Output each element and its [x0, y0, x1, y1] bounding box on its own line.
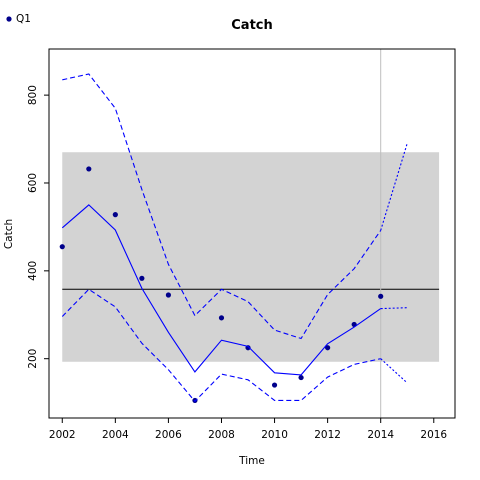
y-tick-label: 200 — [27, 349, 39, 369]
data-point — [59, 244, 65, 250]
reference-band — [62, 152, 440, 362]
series-line-dotted — [380, 358, 408, 384]
series-line-solid — [61, 204, 382, 376]
x-tick-label: 2010 — [261, 429, 288, 441]
plot-frame — [48, 48, 456, 419]
x-tick-label: 2002 — [49, 429, 76, 441]
series-line-dashed — [61, 288, 381, 403]
x-axis-label: Time — [238, 455, 265, 467]
data-point — [271, 382, 278, 388]
x-tick-label: 2004 — [102, 429, 129, 441]
series-line-dotted — [380, 143, 408, 231]
legend-label-q1: Q1 — [16, 13, 31, 25]
legend-marker-q1 — [6, 16, 12, 22]
data-point — [112, 212, 118, 218]
axes-layer: 2002 2004 2006 2008 2010 2012 2014 2016 200 400 60… — [27, 85, 447, 441]
y-tick-label: 600 — [27, 173, 39, 193]
y-tick-label: 400 — [27, 261, 39, 281]
data-point — [325, 345, 331, 351]
legend: Q1 — [6, 13, 31, 25]
data-point — [192, 397, 198, 404]
series-line-dashed — [62, 73, 382, 340]
x-tick-label: 2008 — [208, 429, 235, 441]
y-axis-label: Catch — [3, 219, 15, 249]
data-point — [165, 292, 172, 298]
x-tick-label: 2014 — [367, 429, 394, 441]
data-point — [378, 293, 384, 299]
plot-layer — [59, 49, 440, 418]
y-tick-label: 800 — [27, 85, 39, 105]
chart-title: Catch — [231, 18, 273, 33]
data-point — [139, 275, 145, 281]
x-tick-label: 2006 — [155, 429, 182, 441]
x-tick-label: 2012 — [314, 429, 341, 441]
series-line-dotted — [380, 307, 408, 310]
data-point — [86, 166, 92, 172]
data-point — [298, 374, 304, 381]
data-point — [218, 315, 225, 321]
x-tick-label: 2016 — [420, 429, 447, 441]
